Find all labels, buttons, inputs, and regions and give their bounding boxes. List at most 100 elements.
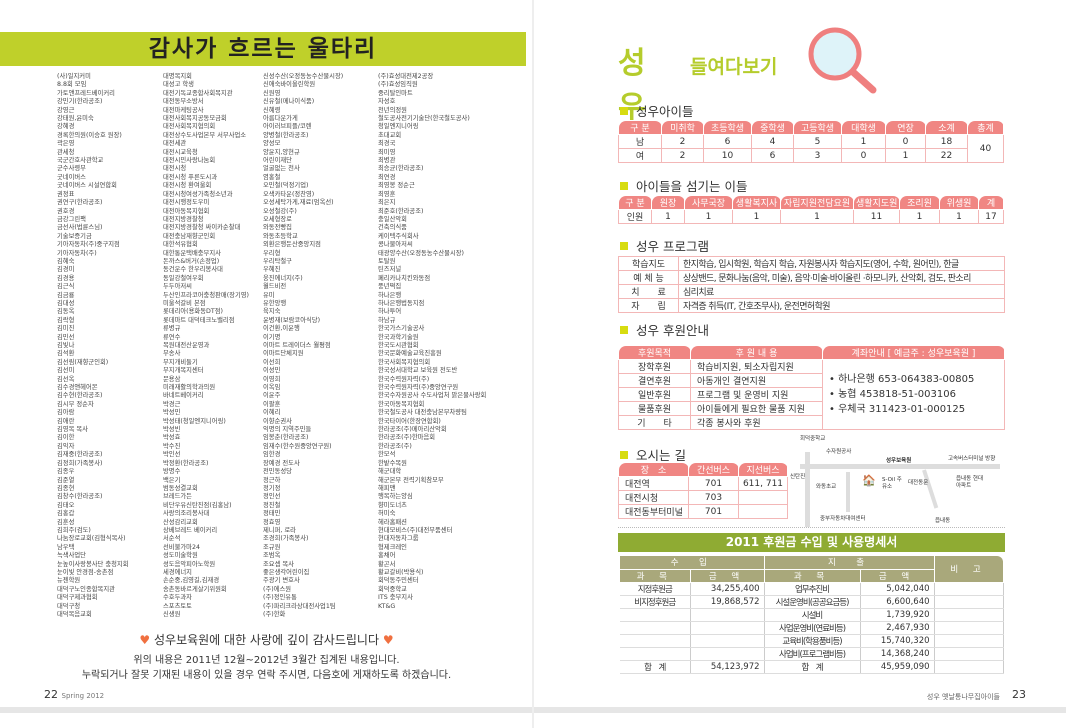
table-cell: 2: [661, 134, 704, 149]
donor-name: 좋은생각어린이집: [263, 568, 310, 576]
donor-name: 미울석갈비 본점: [163, 299, 206, 307]
heading-text: 성우 프로그램: [636, 239, 709, 254]
children-table: 구 분 미취학 초등학생 중학생 고등학생 대학생 연장 소계 총계 남 2 6 4 5 1 0 18 40 여 2 1…: [618, 120, 1004, 163]
donor-name: 김락형: [57, 316, 75, 324]
donor-name: 한라공조(주)메아리산악회: [378, 426, 447, 434]
table-cell: 19,868,572: [690, 595, 765, 609]
donor-name: 신원영: [263, 89, 281, 97]
donor-column-3: 신성수산(오정동농수산물시장) 신애숙바이올린학원 신원영 신유철(메나이식품) 신혜령…: [263, 73, 343, 619]
donor-name: 두산인프라코어충청판매(장기영): [163, 291, 250, 299]
table-header: 원장: [651, 195, 685, 210]
donor-name: 한모석: [378, 451, 396, 459]
donor-name: 녹색사업단: [57, 552, 86, 560]
donor-name: 금강그린팩: [57, 215, 86, 223]
donor-name: 대전상수도사업본부 서부사업소: [163, 131, 247, 139]
program-detail: 한지학습, 입시학원, 학습지 학습, 자원봉사자 학습지도(영어, 수학, 원…: [678, 256, 1005, 271]
donor-name: 한라공조(주): [378, 442, 412, 450]
table-row: 시설비 1,739,920: [620, 608, 1004, 622]
donor-name: 웅진에너지(주): [263, 274, 303, 282]
donor-name: 박성민: [163, 409, 181, 417]
program-label: 예 체 능: [618, 270, 679, 285]
map-label-church: 대전동문: [908, 480, 929, 486]
donor-name: 남우택: [57, 543, 75, 551]
donor-name: 대덕구제과협회: [57, 594, 98, 602]
donor-name: 토탈원: [378, 257, 396, 265]
support-purpose: 물품후원: [618, 401, 691, 416]
donor-name: 대전시청: [163, 165, 187, 173]
table-cell: 5: [793, 134, 842, 149]
page-title: 감사가 흐르는 울타리: [0, 32, 526, 66]
program-label: 치 료: [618, 284, 679, 299]
table-cell: 2,467,930: [860, 621, 935, 635]
section-heading-directions: 오시는 길: [620, 445, 686, 464]
heading-text: 성우 후원안내: [636, 323, 709, 338]
table-row: 예 체 능 상상밴드, 문화나눔(음악, 미술), 음악·미술·바이올린 ·하모니…: [618, 270, 1005, 285]
donor-name: 형제크레인: [378, 543, 407, 551]
donor-name: 동건운수 한우리봉사대: [163, 266, 223, 274]
finance-title: 2011 후원금 수입 및 사용명세서: [618, 533, 1005, 552]
table-header: 금 액: [690, 569, 765, 583]
table-row: 장학후원 학습비지원, 퇴소자립지원 • 하나은행 653-064383-00805…: [618, 359, 1005, 430]
donor-name: 김훈성: [57, 518, 75, 526]
donor-name: 롯데리아(용화동DT점): [163, 308, 223, 316]
table-header: 소계: [925, 120, 968, 135]
donor-name: 이윤주: [263, 392, 281, 400]
donor-name: 대한석유협회: [163, 241, 198, 249]
donor-name: 김선미: [57, 367, 75, 375]
table-header: 구 분: [618, 195, 652, 210]
account-line: • 농협 453818-51-003106: [829, 389, 956, 400]
heart-icon: ♥: [139, 633, 151, 647]
donor-name: 윤병재(보람코아식당): [263, 316, 321, 324]
support-table: 후원목적 후 원 내 용 계좌안내 [ 예금주 : 성우보육원 ] 장학후원 학습비지원…: [618, 345, 1005, 430]
bottom-bar: [534, 707, 1066, 713]
donor-name: 허미숙: [378, 510, 396, 518]
heading-text: 오시는 길: [636, 448, 686, 463]
donor-name: 브레드가든: [163, 493, 192, 501]
donor-name: 유한앙행: [263, 299, 287, 307]
table-cell: 34,255,400: [690, 582, 765, 596]
donor-name: 사랑의조리봉사대: [163, 510, 210, 518]
table-cell: 교육비(학용품비등): [764, 634, 861, 648]
table-row: 자 립 자격증 취득(IT, 간호조무사), 운전면허학원: [618, 298, 1005, 313]
donor-name: 이마트 트레이더스 월평점: [263, 342, 331, 349]
page-spine: [532, 0, 534, 728]
donor-name: 최승균(한라공조): [378, 165, 424, 173]
donor-name: 중리탈인마트: [378, 89, 413, 97]
donor-name: 와동초등학교: [263, 232, 298, 240]
donor-name: 김선림(재향군인회): [57, 358, 109, 366]
table-cell: [690, 647, 765, 661]
donor-name: 한국수자원공사 수도사업처 맑은물사랑회: [378, 392, 487, 400]
table-cell: 5,042,040: [860, 582, 935, 596]
donor-name: 김애란: [57, 417, 75, 425]
donor-name: 김혜숙: [57, 257, 75, 265]
support-content: 아동개인 결연지원: [690, 373, 823, 388]
donor-name: 최영봉 정순근: [378, 182, 415, 190]
map-road: [846, 472, 850, 512]
table-cell: 시설비: [764, 608, 861, 622]
table-cell: [620, 634, 691, 648]
account-number: 농협 453818-51-003106: [838, 389, 956, 400]
donor-name: 최영훈: [378, 190, 396, 198]
donor-name: 대한통운택배충무지사: [163, 249, 221, 257]
donor-name: 김종현: [57, 484, 75, 492]
table-cell: 1: [651, 209, 685, 224]
donor-name: 김선옥: [57, 375, 75, 383]
table-cell: 1: [684, 209, 733, 224]
donor-name: 롯데마트 대덕테크노밸리점: [163, 316, 235, 324]
donor-name: 한국성서대학교 보육원 전도반: [378, 367, 458, 375]
support-content: 학습비지원, 퇴소자립지원: [690, 359, 823, 374]
note-cell: [934, 647, 1004, 661]
square-bullet-icon: [620, 182, 628, 190]
donor-name: 눈이빛 안경점-송촌점: [57, 568, 114, 576]
square-bullet-icon: [620, 451, 628, 459]
location-map: 회덕중학교 수자원공사 성우보육원 고속버스터미널 방향 신탄진 와동초교 🏠 …: [790, 432, 1010, 527]
donor-name: 임봉춘(한라공조): [263, 434, 309, 442]
donor-name: 김석환: [57, 350, 75, 358]
donor-name: 류연수: [163, 333, 181, 341]
divider: [618, 527, 1005, 528]
square-bullet-icon: [620, 242, 628, 250]
donor-name: 이기명: [263, 333, 281, 341]
table-cell: [690, 634, 765, 648]
table-cell: [620, 621, 691, 635]
donor-name: 범동성결교회: [163, 484, 198, 492]
